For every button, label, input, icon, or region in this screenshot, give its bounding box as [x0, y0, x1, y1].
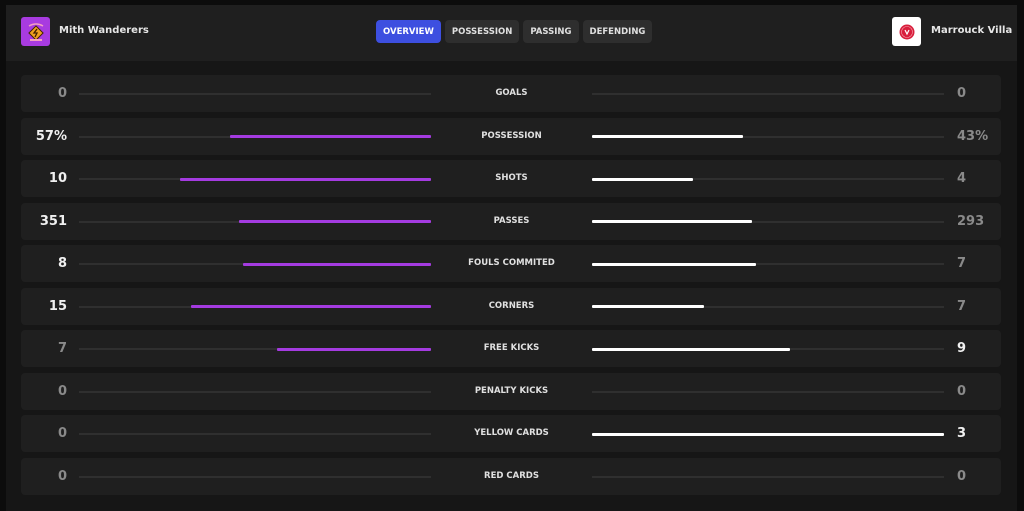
stat-label: FREE KICKS [483, 343, 540, 353]
home-bar-track [79, 262, 431, 266]
stat-label: SHOTS [495, 173, 528, 183]
tab-passing[interactable]: PASSING [523, 20, 579, 43]
home-team-logo [21, 17, 50, 46]
home-bar-fill [239, 220, 431, 223]
away-bar-track [592, 347, 944, 351]
away-bar-track [592, 305, 944, 308]
stat-row: 0 RED CARDS 0 [21, 457, 1001, 495]
home-team-name: Mith Wanderers [59, 25, 149, 36]
stat-row: 10 SHOTS 4 [21, 160, 1001, 197]
home-bar-track [79, 390, 431, 393]
home-bar-track [79, 347, 431, 351]
stat-label: PENALTY KICKS [474, 385, 549, 396]
stats-tabs: OVERVIEW POSSESSION PASSING DEFENDING [376, 20, 653, 43]
away-bar-track [592, 432, 944, 436]
home-value: 0 [57, 468, 67, 484]
stat-row: 57% POSSESSION 43% [21, 117, 1001, 155]
home-value: 10 [48, 171, 67, 186]
home-bar-fill [191, 305, 431, 308]
home-bar-track [79, 305, 431, 308]
stat-label: POSSESSION [481, 130, 542, 141]
stat-row: 0 GOALS 0 [21, 75, 1001, 112]
match-header: Mith Wanderers OVERVIEW POSSESSION PASSI… [6, 5, 1017, 61]
home-value: 0 [57, 86, 67, 101]
stat-label: GOALS [495, 88, 528, 98]
away-bar-fill [592, 305, 704, 308]
home-bar-track [79, 93, 431, 95]
away-bar-fill [592, 262, 757, 266]
home-bar-track [79, 177, 431, 181]
away-value: 9 [957, 341, 967, 356]
home-value: 57% [35, 128, 67, 144]
stat-label: CORNERS [488, 300, 535, 311]
stat-row: 0 PENALTY KICKS 0 [21, 372, 1001, 410]
away-bar-fill [592, 432, 944, 436]
stat-row: 351 PASSES 293 [21, 202, 1001, 240]
stat-row: 15 CORNERS 7 [21, 287, 1001, 325]
away-bar-track [592, 262, 944, 266]
away-crest-icon [899, 24, 914, 39]
match-stats-panel: Mith Wanderers OVERVIEW POSSESSION PASSI… [6, 5, 1017, 511]
away-value: 293 [957, 213, 985, 229]
stat-label: PASSES [493, 215, 530, 226]
away-bar-track [592, 135, 944, 138]
home-bar-fill [179, 177, 431, 181]
away-bar-fill [592, 135, 744, 138]
away-bar-fill [592, 177, 693, 181]
stat-row: 0 YELLOW CARDS 3 [21, 415, 1001, 452]
away-value: 0 [957, 468, 967, 484]
away-team-logo [892, 17, 921, 46]
tab-possession[interactable]: POSSESSION [444, 20, 520, 43]
away-team-name: Marrouck Villa [931, 25, 1013, 36]
home-crest-icon [27, 22, 44, 41]
stat-label: YELLOW CARDS [474, 428, 549, 438]
away-value: 43% [957, 128, 989, 144]
away-bar-fill [592, 220, 753, 223]
away-value: 3 [957, 426, 967, 441]
away-bar-track [592, 390, 944, 393]
stat-row: 8 FOULS COMMITED 7 [21, 245, 1001, 282]
home-bar-track [79, 475, 431, 478]
home-value: 351 [39, 213, 67, 229]
away-value: 7 [957, 256, 967, 271]
away-value: 0 [957, 383, 967, 399]
home-bar-fill [243, 262, 431, 266]
stat-row: 7 FREE KICKS 9 [21, 330, 1001, 367]
home-bar-track [79, 135, 431, 138]
away-bar-track [592, 177, 944, 181]
tab-overview[interactable]: OVERVIEW [376, 20, 441, 43]
home-bar-track [79, 433, 431, 435]
home-value: 8 [57, 256, 67, 271]
home-bar-fill [230, 135, 431, 138]
stat-label: RED CARDS [484, 470, 539, 481]
home-value: 15 [48, 298, 67, 314]
home-value: 7 [57, 341, 67, 356]
home-bar-fill [277, 347, 431, 351]
home-value: 0 [57, 383, 67, 399]
away-value: 7 [957, 298, 967, 314]
away-bar-track [592, 475, 944, 478]
away-bar-track [592, 93, 944, 95]
home-bar-track [79, 220, 431, 223]
home-value: 0 [57, 426, 67, 441]
away-value: 0 [957, 86, 967, 101]
away-value: 4 [957, 171, 967, 186]
away-bar-track [592, 220, 944, 223]
stat-label: FOULS COMMITED [468, 258, 555, 268]
tab-defending[interactable]: DEFENDING [582, 20, 653, 43]
away-bar-fill [592, 347, 790, 351]
